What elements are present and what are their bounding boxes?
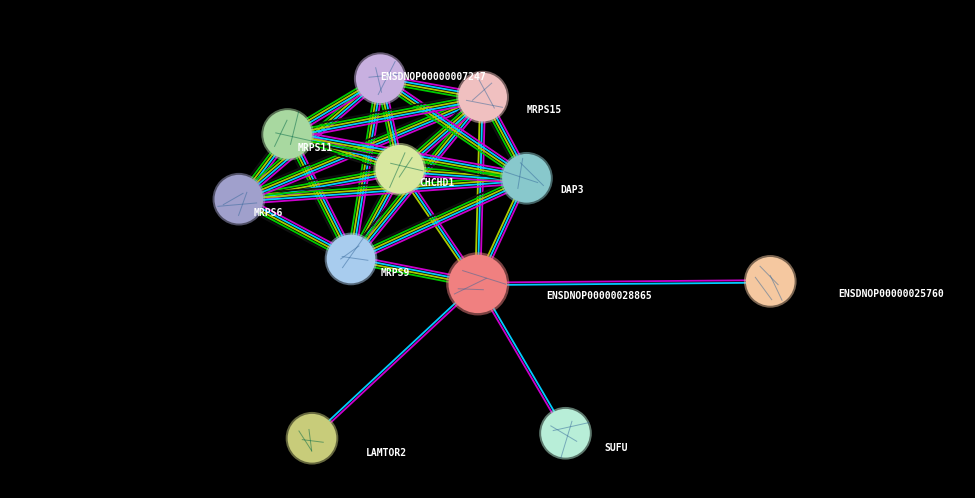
Circle shape — [373, 143, 426, 196]
Text: LAMTOR2: LAMTOR2 — [366, 448, 407, 458]
Circle shape — [214, 175, 263, 224]
Circle shape — [541, 409, 590, 458]
Circle shape — [447, 252, 509, 315]
Circle shape — [500, 152, 553, 205]
Circle shape — [356, 54, 405, 103]
Circle shape — [744, 255, 797, 308]
Circle shape — [448, 254, 507, 313]
Circle shape — [539, 407, 592, 460]
Circle shape — [502, 154, 551, 203]
Circle shape — [456, 71, 509, 124]
Text: ENSDNOP00000028865: ENSDNOP00000028865 — [546, 291, 651, 301]
Circle shape — [325, 233, 377, 285]
Text: ENSDNOP00000025760: ENSDNOP00000025760 — [838, 289, 944, 299]
Circle shape — [458, 73, 507, 122]
Circle shape — [213, 173, 265, 226]
Circle shape — [327, 235, 375, 283]
Text: MRPS9: MRPS9 — [380, 268, 410, 278]
Text: MRPS11: MRPS11 — [297, 143, 332, 153]
Circle shape — [286, 412, 338, 465]
Text: DAP3: DAP3 — [561, 185, 584, 195]
Circle shape — [288, 414, 336, 463]
Text: SUFU: SUFU — [604, 443, 628, 453]
Text: ENSDNOP00000007247: ENSDNOP00000007247 — [380, 72, 486, 82]
Circle shape — [375, 145, 424, 194]
Circle shape — [263, 110, 312, 159]
Text: MRPS15: MRPS15 — [526, 105, 562, 115]
Text: CHCHD1: CHCHD1 — [419, 178, 454, 188]
Text: MRPS6: MRPS6 — [254, 208, 283, 218]
Circle shape — [746, 257, 795, 306]
Circle shape — [261, 108, 314, 161]
Circle shape — [354, 52, 407, 105]
